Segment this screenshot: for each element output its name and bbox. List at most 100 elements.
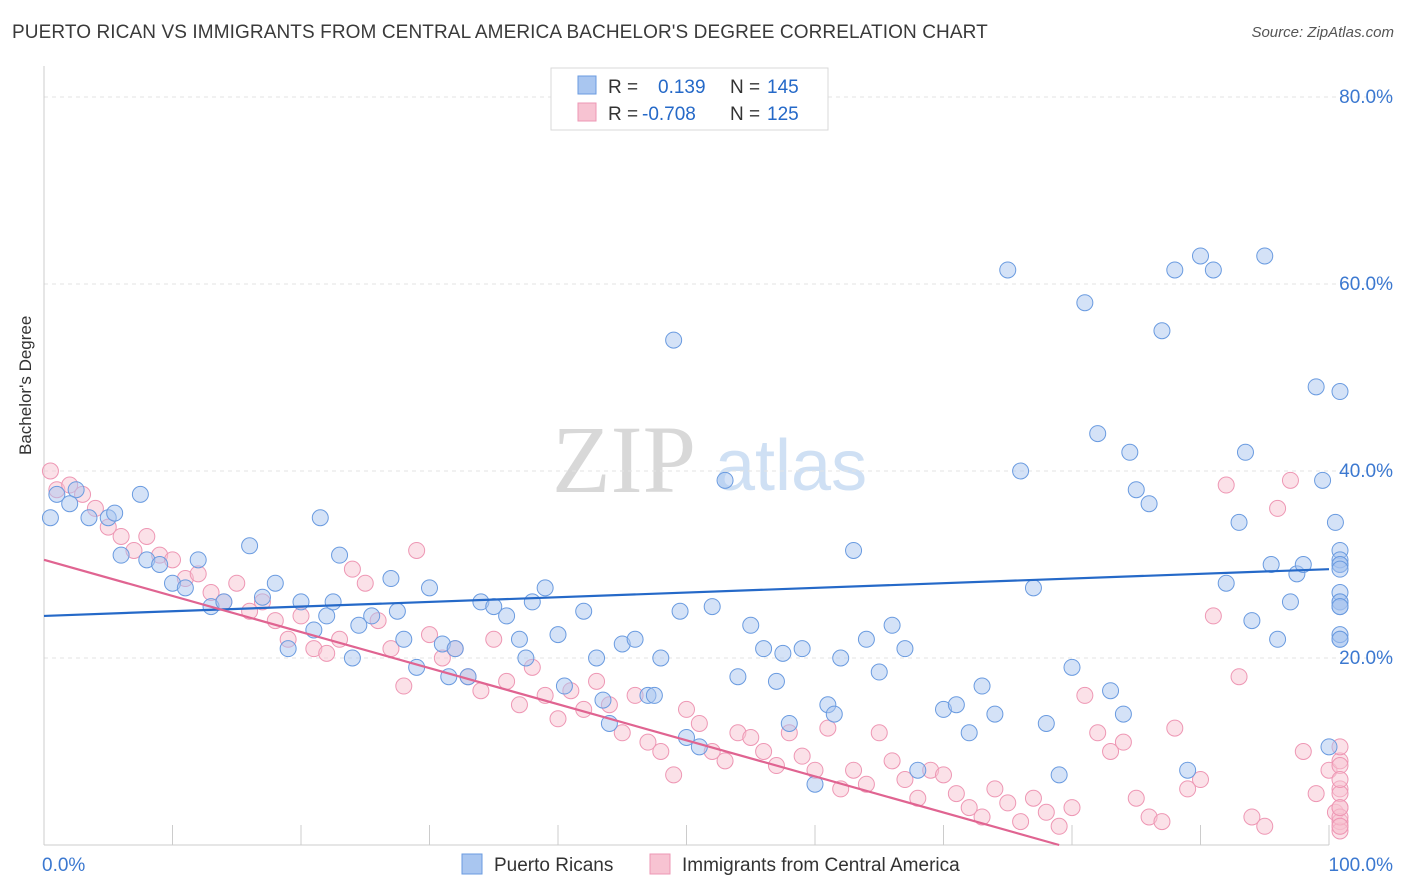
legend-swatch-central-america[interactable] (649, 853, 671, 875)
data-point (729, 668, 747, 686)
data-point (1331, 771, 1349, 789)
data-point (1256, 817, 1274, 835)
data-point (665, 766, 683, 784)
data-point (947, 696, 965, 714)
data-point (703, 598, 721, 616)
series-legend[interactable]: Puerto Ricans Immigrants from Central Am… (461, 853, 960, 876)
data-point (594, 691, 612, 709)
data-point (331, 546, 349, 564)
data-point (671, 602, 689, 620)
data-point (253, 588, 271, 606)
data-point (1024, 579, 1042, 597)
data-point (41, 462, 59, 480)
data-point (793, 640, 811, 658)
data-point (1307, 378, 1325, 396)
data-point (498, 607, 516, 625)
axes (43, 66, 1330, 846)
legend-n-label: N = (730, 104, 760, 125)
data-point (857, 775, 875, 793)
data-point (819, 719, 837, 737)
data-point (112, 527, 130, 545)
data-point (1012, 813, 1030, 831)
data-point (1024, 789, 1042, 807)
data-point (1166, 719, 1184, 737)
watermark-zip: ZIP (552, 406, 696, 513)
data-point (1114, 705, 1132, 723)
data-point (1089, 724, 1107, 742)
data-point (1089, 425, 1107, 443)
data-point (138, 527, 156, 545)
data-point (395, 677, 413, 695)
data-point (80, 509, 98, 527)
data-point (356, 574, 374, 592)
watermark-atlas: atlas (715, 426, 867, 506)
data-point (61, 495, 79, 513)
data-point (767, 672, 785, 690)
data-point (446, 640, 464, 658)
data-point (1140, 495, 1158, 513)
data-point (825, 705, 843, 723)
data-point (343, 649, 361, 667)
legend-swatch-central-america (577, 102, 597, 122)
data-point (1153, 813, 1171, 831)
data-point (1331, 560, 1349, 578)
legend-r-label: R = (608, 104, 638, 125)
legend-n-value: 145 (767, 77, 799, 98)
data-point (1281, 471, 1299, 489)
data-point (388, 602, 406, 620)
data-point (112, 546, 130, 564)
data-point (523, 593, 541, 611)
data-point (343, 560, 361, 578)
data-point (973, 808, 991, 826)
source-label: Source: ZipAtlas.com (1251, 24, 1394, 41)
data-point (588, 649, 606, 667)
legend-label-central-america[interactable]: Immigrants from Central America (682, 855, 960, 876)
data-point (1114, 733, 1132, 751)
data-point (241, 537, 259, 555)
data-point (555, 677, 573, 695)
data-point (1331, 799, 1349, 817)
data-point (973, 677, 991, 695)
data-point (1331, 598, 1349, 616)
legend-n-value: 125 (767, 104, 799, 125)
data-point (1102, 743, 1120, 760)
data-point (131, 485, 149, 503)
data-point (67, 481, 85, 499)
data-point (395, 630, 413, 648)
data-point (690, 714, 708, 732)
data-point (665, 331, 683, 349)
legend-label-puerto-ricans[interactable]: Puerto Ricans (494, 855, 613, 876)
data-point (1166, 261, 1184, 279)
data-point (189, 551, 207, 569)
data-point (549, 626, 567, 644)
data-point (1236, 443, 1254, 461)
data-point (324, 593, 342, 611)
data-point (421, 579, 438, 597)
data-point (1281, 593, 1299, 611)
data-point (266, 574, 284, 592)
data-point (106, 504, 124, 522)
data-point (652, 649, 670, 667)
data-point (1204, 261, 1222, 279)
legend-swatch-puerto-ricans[interactable] (461, 853, 483, 875)
data-point (1179, 780, 1197, 798)
data-point (678, 700, 695, 718)
data-point (311, 509, 329, 527)
data-point (1063, 799, 1081, 817)
data-point (960, 724, 978, 742)
data-point (350, 616, 368, 634)
data-point (1331, 383, 1349, 401)
data-point (1204, 607, 1222, 625)
data-point (755, 640, 773, 658)
data-point (909, 761, 927, 779)
data-point (1307, 785, 1325, 803)
data-point (1037, 714, 1055, 732)
series-puerto-ricans (41, 247, 1349, 793)
trend-line (43, 568, 1330, 618)
data-point (883, 752, 901, 770)
trend-line (43, 558, 1060, 847)
data-point (645, 686, 663, 704)
data-point (1269, 630, 1287, 648)
data-point (1294, 556, 1312, 573)
